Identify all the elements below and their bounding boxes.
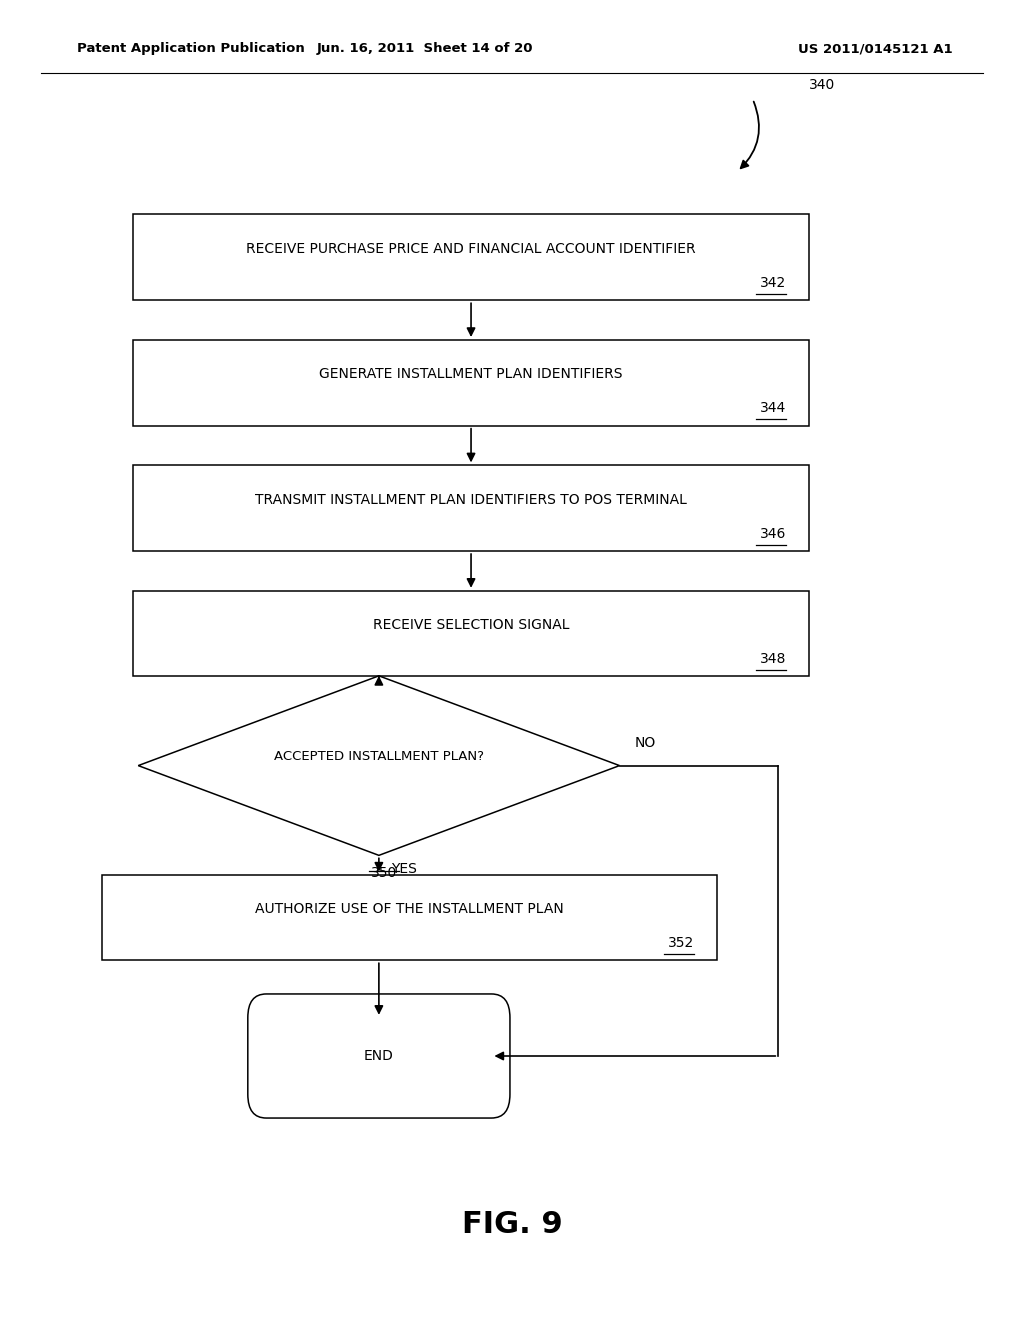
Text: 342: 342 (760, 276, 786, 289)
Text: NO: NO (635, 735, 656, 750)
Text: US 2011/0145121 A1: US 2011/0145121 A1 (798, 42, 952, 55)
Bar (133, 590, 809, 676)
Text: END: END (364, 1049, 394, 1063)
Bar (102, 875, 717, 961)
Text: RECEIVE SELECTION SIGNAL: RECEIVE SELECTION SIGNAL (373, 618, 569, 632)
Text: 344: 344 (760, 401, 786, 414)
Bar (133, 466, 809, 552)
Text: Jun. 16, 2011  Sheet 14 of 20: Jun. 16, 2011 Sheet 14 of 20 (316, 42, 534, 55)
Text: 348: 348 (760, 652, 786, 665)
FancyBboxPatch shape (248, 994, 510, 1118)
Text: FIG. 9: FIG. 9 (462, 1210, 562, 1239)
Text: 346: 346 (760, 527, 786, 541)
Text: 352: 352 (668, 936, 694, 950)
Text: TRANSMIT INSTALLMENT PLAN IDENTIFIERS TO POS TERMINAL: TRANSMIT INSTALLMENT PLAN IDENTIFIERS TO… (255, 492, 687, 507)
Polygon shape (138, 676, 620, 855)
Bar (133, 214, 809, 300)
Text: 340: 340 (809, 78, 836, 92)
Text: YES: YES (391, 862, 417, 876)
Text: GENERATE INSTALLMENT PLAN IDENTIFIERS: GENERATE INSTALLMENT PLAN IDENTIFIERS (319, 367, 623, 381)
Text: Patent Application Publication: Patent Application Publication (77, 42, 304, 55)
Bar (133, 341, 809, 425)
Text: AUTHORIZE USE OF THE INSTALLMENT PLAN: AUTHORIZE USE OF THE INSTALLMENT PLAN (255, 902, 564, 916)
Text: ACCEPTED INSTALLMENT PLAN?: ACCEPTED INSTALLMENT PLAN? (273, 750, 484, 763)
Text: 350: 350 (371, 866, 397, 880)
Text: RECEIVE PURCHASE PRICE AND FINANCIAL ACCOUNT IDENTIFIER: RECEIVE PURCHASE PRICE AND FINANCIAL ACC… (246, 242, 696, 256)
